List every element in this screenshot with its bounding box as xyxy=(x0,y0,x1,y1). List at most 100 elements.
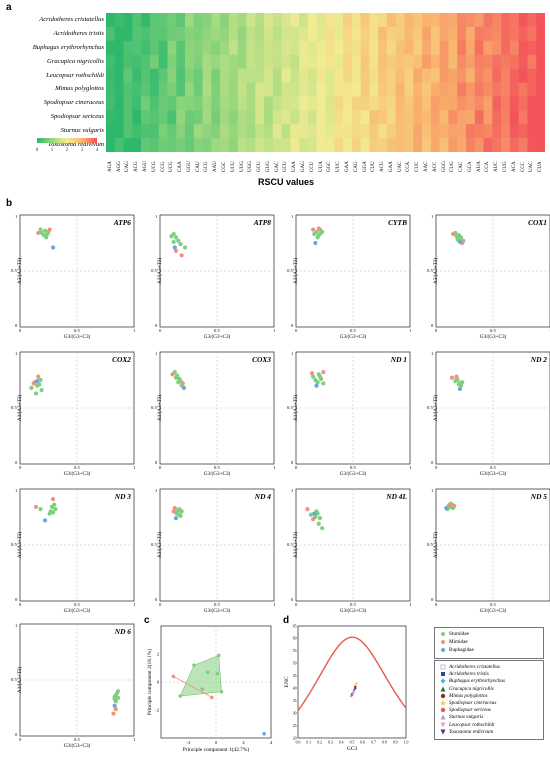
heatmap-cell xyxy=(237,82,247,97)
heatmap-cell xyxy=(465,110,476,125)
axis-tick: 0.5 xyxy=(151,268,157,273)
heatmap-row-label: Spodiopsar sericeus xyxy=(50,113,104,121)
x-axis-title: G3/(G3+C3) xyxy=(479,608,507,614)
heatmap-cell xyxy=(316,110,326,125)
heatmap-cell xyxy=(114,54,124,69)
heatmap-cell xyxy=(509,138,519,152)
axis-tick: 2 xyxy=(242,740,245,745)
codon-label: UCG xyxy=(151,161,157,172)
data-point xyxy=(181,385,187,390)
heatmap-cell xyxy=(369,26,379,42)
axis-tick: 1 xyxy=(15,623,18,628)
heatmap-cell xyxy=(193,110,203,125)
gene-title: ND 6 xyxy=(114,627,131,636)
codon-label: GCG xyxy=(204,161,210,172)
data-point xyxy=(38,507,43,512)
y-axis-title: A3/(A3+T3) xyxy=(433,531,439,559)
axis-tick: 0.5 xyxy=(350,741,355,745)
legend-marker xyxy=(440,678,446,684)
data-point xyxy=(321,370,326,375)
heatmap-cell xyxy=(536,124,545,139)
axis-tick: 0 xyxy=(159,602,162,607)
data-point xyxy=(38,377,43,383)
heatmap-cell xyxy=(501,138,511,152)
legend-label: Acridotheres cristatellus xyxy=(449,664,500,670)
axis-tick: 0 xyxy=(15,323,18,328)
heatmap-cell xyxy=(272,26,282,42)
data-point xyxy=(192,663,196,667)
heatmap-cell xyxy=(413,13,423,28)
codon-label: ACU xyxy=(380,161,386,172)
heatmap-cell xyxy=(343,138,353,152)
heatmap-row-label: Gracupica nigricollis xyxy=(47,57,104,65)
heatmap-cell xyxy=(281,124,291,139)
x-axis-title: Principle component 1(42.7%) xyxy=(183,746,250,752)
heatmap-cell xyxy=(395,26,405,42)
heatmap-cell xyxy=(325,124,335,139)
heatmap-row-label: Sturnus vulgaris xyxy=(60,127,104,135)
heatmap-cell xyxy=(272,54,282,69)
axis-tick: 0 xyxy=(291,323,294,328)
heatmap-cell xyxy=(106,96,116,111)
heatmap-cell xyxy=(448,110,458,125)
axis-tick: 0.5 xyxy=(350,328,356,333)
heatmap-cell xyxy=(141,40,151,55)
heatmap-cell xyxy=(264,138,274,152)
data-point xyxy=(171,674,176,679)
heatmap-cell xyxy=(141,54,151,69)
heatmap-cell xyxy=(439,40,449,55)
codon-label: AGA xyxy=(107,161,113,172)
heatmap-cell xyxy=(114,68,124,83)
codon-label: UAG xyxy=(125,161,131,172)
codon-label: UCG xyxy=(169,161,175,172)
heatmap-cell xyxy=(378,96,388,111)
heatmap-cell xyxy=(149,124,159,139)
heatmap-cell xyxy=(228,110,238,125)
heatmap-cell xyxy=(430,54,440,69)
heatmap-cell xyxy=(185,54,195,69)
axis-tick: 1 xyxy=(15,214,18,219)
codon-label: UUA xyxy=(318,161,324,172)
codon-label: UUC xyxy=(336,161,342,172)
heatmap-cell xyxy=(193,54,203,69)
heatmap-cell xyxy=(149,110,159,125)
heatmap-cell xyxy=(123,138,133,152)
heatmap-cell xyxy=(228,13,238,28)
heatmap-cell xyxy=(272,82,282,97)
data-point xyxy=(36,374,41,379)
legend-label: Sturnidae xyxy=(449,631,469,637)
heatmap-cell xyxy=(501,96,511,111)
heatmap-row-label: Toxostoma redivivum xyxy=(47,141,104,149)
heatmap-cell xyxy=(290,13,300,28)
heatmap-cell xyxy=(290,54,300,69)
heatmap-cell xyxy=(483,54,493,69)
legend-marker xyxy=(441,648,445,652)
panel-a-label: a xyxy=(6,2,12,13)
heatmap-cell xyxy=(457,54,467,69)
axis-tick: 0 xyxy=(431,323,434,328)
codon-label: CGC xyxy=(222,161,228,172)
heatmap-cell xyxy=(360,110,370,125)
data-point xyxy=(451,231,456,237)
codon-label: GGA xyxy=(362,161,368,172)
heatmap-cell xyxy=(149,138,159,152)
heatmap-cell xyxy=(211,138,221,152)
heatmap-cell xyxy=(465,96,476,111)
heatmap-cell xyxy=(158,138,168,152)
neutrality-plot: ND 3 0 0.5 1 0 0.5 1 G3/(G3+C3) A3/(A3+T3) xyxy=(8,487,138,615)
heatmap-cell xyxy=(509,68,519,83)
heatmap-cell xyxy=(220,54,230,69)
heatmap-cell xyxy=(430,13,440,28)
axis-tick: 1 xyxy=(409,465,412,470)
data-point xyxy=(170,372,175,377)
heatmap-cell xyxy=(465,40,476,55)
heatmap-cell xyxy=(132,68,142,83)
heatmap-cell xyxy=(114,13,124,28)
y-axis-title: A3/(A3+T3) xyxy=(17,394,23,422)
heatmap-cell xyxy=(316,13,326,28)
axis-tick: 0.5 xyxy=(214,602,220,607)
heatmap-cell xyxy=(360,26,370,42)
codon-label: UCU xyxy=(230,161,236,172)
data-point xyxy=(309,371,315,376)
heatmap-cell xyxy=(413,110,423,125)
